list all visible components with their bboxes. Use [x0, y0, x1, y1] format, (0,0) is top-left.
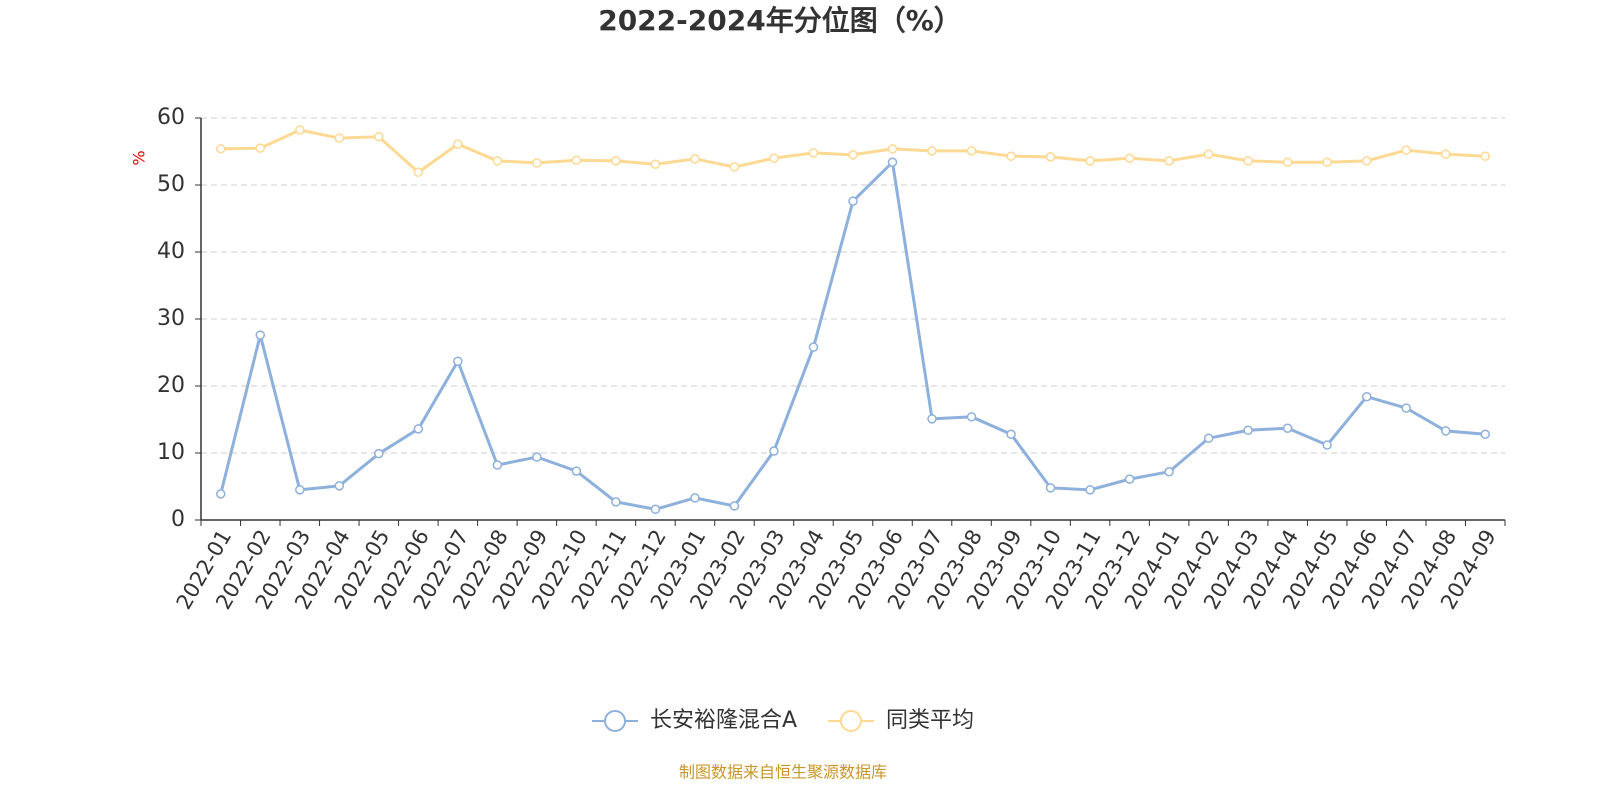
data-point: [374, 132, 384, 142]
data-point: [1006, 429, 1016, 439]
data-point: [1401, 403, 1411, 413]
data-point: [334, 481, 345, 491]
data-point: [690, 493, 700, 503]
data-point: [1203, 433, 1214, 444]
y-tick-label: 0: [171, 507, 185, 532]
data-point: [1243, 156, 1253, 166]
data-point: [216, 144, 226, 154]
y-tick-label: 30: [157, 306, 185, 331]
data-point: [729, 162, 740, 172]
data-point: [927, 414, 937, 424]
legend-swatch: [840, 710, 862, 732]
data-point: [1045, 483, 1056, 493]
data-point: [334, 133, 345, 143]
legend-label: 长安裕隆混合A: [650, 708, 797, 733]
data-point: [295, 125, 305, 135]
data-point: [295, 485, 305, 495]
data-point: [1243, 425, 1253, 435]
data-point: [1045, 152, 1056, 162]
data-point: [1440, 426, 1451, 436]
data-point: [571, 466, 582, 476]
data-point: [611, 497, 621, 507]
data-point: [1322, 157, 1332, 167]
data-point: [453, 356, 463, 366]
data-point: [1480, 429, 1490, 439]
data-point: [769, 446, 779, 456]
data-point: [1401, 145, 1411, 155]
data-point: [1124, 153, 1135, 163]
y-tick-label: 50: [157, 172, 185, 197]
data-point: [1164, 467, 1174, 477]
data-point: [1361, 391, 1372, 402]
data-point: [453, 139, 463, 149]
data-point: [1322, 440, 1332, 450]
data-point: [216, 489, 226, 499]
legend-label: 同类平均: [886, 708, 974, 733]
data-point: [1361, 156, 1372, 166]
data-point: [611, 156, 621, 166]
data-point: [808, 148, 819, 158]
data-point: [966, 146, 977, 156]
y-tick-label: 60: [157, 105, 185, 130]
data-point: [1164, 156, 1174, 166]
data-point: [848, 150, 858, 160]
data-point: [690, 154, 700, 164]
data-point: [255, 143, 266, 153]
data-point: [927, 146, 937, 156]
data-point: [769, 153, 779, 163]
y-tick-label: 40: [157, 239, 185, 264]
data-point: [492, 156, 503, 166]
data-point: [1124, 474, 1135, 484]
data-point: [887, 144, 898, 154]
data-point: [413, 167, 424, 178]
data-point: [650, 159, 661, 169]
data-point: [966, 412, 977, 422]
data-point: [492, 460, 503, 470]
data-point: [532, 158, 542, 168]
source-note: 制图数据来自恒生聚源数据库: [679, 763, 887, 782]
data-point: [1282, 157, 1293, 167]
data-point: [413, 424, 424, 434]
y-tick-label: 10: [157, 440, 185, 465]
data-point: [1282, 423, 1293, 433]
data-point: [1085, 156, 1095, 166]
data-point: [887, 157, 898, 167]
data-point: [1440, 149, 1451, 159]
data-point: [1006, 151, 1016, 161]
data-point: [1480, 151, 1490, 161]
data-point: [255, 330, 266, 340]
data-point: [532, 452, 542, 462]
data-point: [729, 501, 740, 511]
data-point: [1085, 485, 1095, 495]
y-axis-label: %: [130, 150, 149, 165]
data-point: [848, 196, 858, 206]
data-point: [808, 342, 819, 352]
data-point: [1203, 149, 1214, 159]
chart-title: 2022-2024年分位图（%）: [598, 4, 962, 37]
data-point: [571, 155, 582, 165]
data-point: [650, 504, 661, 515]
legend-swatch: [604, 710, 626, 732]
y-tick-label: 20: [157, 373, 185, 398]
data-point: [374, 448, 384, 459]
series-line: [219, 159, 1486, 511]
